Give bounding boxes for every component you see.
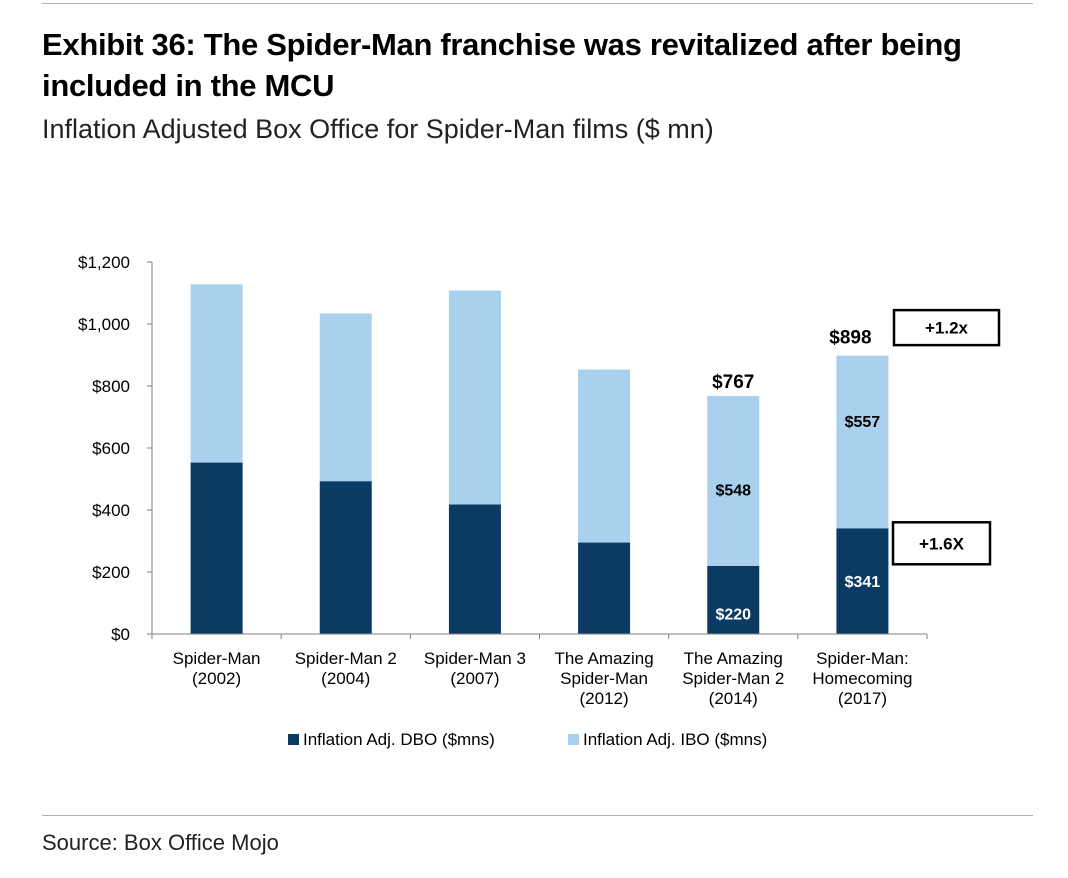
legend-swatch-dbo <box>288 734 299 745</box>
top-rule <box>42 3 1033 4</box>
ibo-bar <box>319 313 372 482</box>
y-tick-label: $600 <box>92 439 130 458</box>
x-tick-label-line: The Amazing <box>554 649 653 668</box>
dbo-bar <box>836 528 889 634</box>
x-tick-label-line: (2002) <box>192 669 241 688</box>
y-tick-label: $200 <box>92 563 130 582</box>
dbo-bar <box>578 542 631 634</box>
legend-swatch-ibo <box>568 734 579 745</box>
stacked-bar-chart: $0 $200 $400 $600 $800 $1,000 $1,200 Spider-Man… <box>78 253 1001 749</box>
total-data-label: $767 <box>712 372 754 393</box>
ibo-bar <box>836 355 889 529</box>
x-tick-label: Spider-Man 3 (2007) <box>424 649 526 688</box>
bottom-rule <box>42 815 1033 816</box>
x-tick-label-line: Homecoming <box>812 669 912 688</box>
ibo-data-label: $557 <box>845 414 881 431</box>
chart-subtitle: Inflation Adjusted Box Office for Spider… <box>42 114 714 144</box>
ibo-bar <box>448 290 501 505</box>
ibo-bar <box>578 369 631 543</box>
annotation-text: +1.2x <box>925 319 969 338</box>
x-tick-label: Spider-Man 2 (2004) <box>295 649 397 688</box>
dbo-bar <box>190 462 243 634</box>
y-tick-label: $800 <box>92 377 130 396</box>
x-tick-label-line: Spider-Man <box>560 669 648 688</box>
x-tick-label: The Amazing Spider-Man 2 (2014) <box>682 649 784 708</box>
y-tick-label: $400 <box>92 501 130 520</box>
dbo-bar <box>448 504 501 634</box>
x-tick-label-line: Spider-Man 2 <box>295 649 397 668</box>
x-tick-label: Spider-Man: Homecoming (2017) <box>812 649 912 708</box>
x-tick-label-line: Spider-Man <box>173 649 261 668</box>
x-tick-label: Spider-Man (2002) <box>173 649 261 688</box>
total-data-label: $898 <box>829 328 871 349</box>
ibo-bar <box>190 284 243 463</box>
source-note: Source: Box Office Mojo <box>42 830 279 855</box>
annotation-box <box>892 308 1001 347</box>
x-tick-label: The Amazing Spider-Man (2012) <box>554 649 653 708</box>
x-tick-label-line: Spider-Man: <box>816 649 909 668</box>
legend-label-ibo: Inflation Adj. IBO ($mns) <box>583 730 767 749</box>
dbo-data-label: $220 <box>715 607 751 624</box>
annotation-box <box>891 521 992 566</box>
annotation-text: +1.6X <box>919 534 965 553</box>
dbo-data-label: $341 <box>845 574 881 591</box>
y-tick-label: $1,200 <box>78 253 130 272</box>
x-tick-label-line: (2012) <box>580 689 629 708</box>
y-tick-label: $1,000 <box>78 315 130 334</box>
legend-label-dbo: Inflation Adj. DBO ($mns) <box>303 730 495 749</box>
x-tick-label-line: (2007) <box>450 669 499 688</box>
x-tick-label-line: Spider-Man 3 <box>424 649 526 668</box>
x-tick-label-line: (2014) <box>709 689 758 708</box>
x-tick-label-line: (2017) <box>838 689 887 708</box>
y-tick-label: $0 <box>111 625 130 644</box>
dbo-bar <box>707 565 760 634</box>
ibo-bar <box>707 395 760 566</box>
x-tick-label-line: (2004) <box>321 669 370 688</box>
dbo-bar <box>319 481 372 634</box>
ibo-data-label: $548 <box>715 482 751 499</box>
exhibit-title: Exhibit 36: The Spider-Man franchise was… <box>42 27 962 103</box>
x-tick-label-line: The Amazing <box>684 649 783 668</box>
x-tick-label-line: Spider-Man 2 <box>682 669 784 688</box>
